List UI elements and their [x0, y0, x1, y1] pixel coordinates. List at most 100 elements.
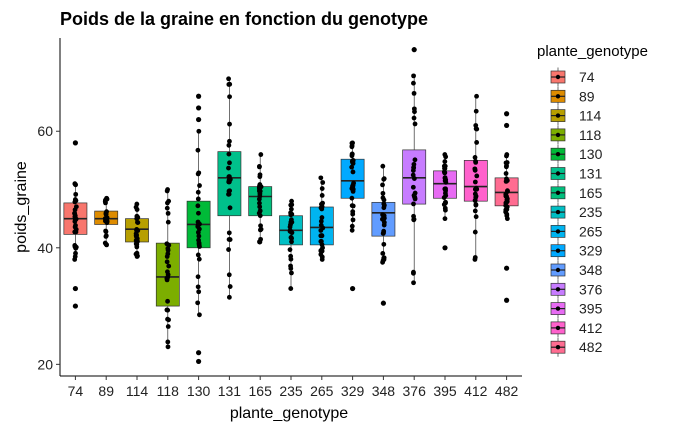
data-point	[411, 90, 417, 96]
data-point	[226, 247, 231, 252]
data-point	[164, 259, 170, 265]
data-point	[73, 227, 79, 232]
y-axis-title: poids_graine	[13, 161, 30, 253]
data-point	[474, 140, 480, 145]
data-point	[472, 229, 478, 235]
data-point	[165, 324, 171, 329]
outlier-point	[380, 300, 386, 306]
data-point	[289, 198, 294, 204]
data-point	[287, 247, 293, 253]
legend-item-376: 376	[550, 279, 603, 299]
x-tick-label: 395	[433, 383, 457, 399]
outlier-point	[72, 303, 78, 309]
data-point	[165, 298, 170, 304]
data-point	[381, 176, 387, 182]
data-point	[350, 209, 356, 215]
data-point	[318, 175, 324, 181]
data-point	[196, 256, 202, 262]
legend-label: 74	[579, 69, 595, 85]
data-point	[411, 73, 416, 79]
data-point	[473, 108, 479, 114]
legend-label: 131	[579, 166, 603, 182]
data-point	[164, 241, 170, 247]
outlier-point	[504, 122, 510, 129]
data-point	[504, 199, 510, 205]
data-point	[226, 174, 232, 180]
data-point	[134, 232, 140, 238]
outlier-point	[72, 285, 78, 292]
data-point	[195, 229, 201, 235]
legend-item-329: 329	[550, 241, 603, 261]
legend-point	[555, 152, 561, 157]
data-point	[289, 235, 294, 241]
legend-item-131: 131	[550, 164, 603, 183]
x-tick-label: 118	[157, 383, 180, 399]
data-point	[104, 242, 110, 248]
data-point	[135, 214, 141, 220]
data-point	[319, 204, 325, 210]
box-89	[94, 195, 119, 248]
data-point	[226, 165, 231, 171]
data-point	[410, 168, 416, 173]
data-point	[503, 203, 509, 209]
data-point	[257, 172, 263, 178]
data-point	[349, 203, 355, 208]
x-tick-label: 235	[279, 383, 303, 399]
data-point	[441, 202, 447, 207]
data-point	[472, 167, 478, 173]
legend-point	[555, 306, 561, 311]
x-tick-label: 89	[98, 383, 114, 399]
data-point	[473, 126, 479, 132]
data-point	[442, 216, 448, 222]
data-point	[443, 207, 448, 213]
data-point	[164, 205, 170, 211]
data-point	[197, 183, 202, 188]
data-point	[349, 227, 355, 233]
data-point	[503, 209, 509, 215]
data-point	[411, 280, 416, 286]
data-point	[289, 202, 295, 208]
legend-label: 130	[579, 146, 603, 162]
data-point	[474, 93, 479, 99]
data-point	[258, 223, 263, 229]
x-tick-label: 329	[341, 383, 365, 399]
data-point	[318, 247, 324, 253]
data-point	[319, 186, 325, 191]
data-point	[473, 202, 479, 208]
data-point	[196, 240, 202, 246]
data-point	[195, 224, 201, 229]
data-point	[381, 241, 387, 247]
legend-label: 348	[579, 262, 603, 278]
data-point	[134, 201, 140, 207]
data-point	[72, 210, 77, 216]
data-point	[257, 213, 263, 219]
data-point	[380, 182, 385, 188]
legend-item-118: 118	[550, 125, 602, 145]
data-point	[318, 218, 324, 224]
data-point	[350, 140, 355, 146]
data-point	[165, 187, 170, 192]
data-point	[165, 339, 171, 345]
data-point	[103, 200, 108, 206]
x-tick-label: 165	[249, 383, 273, 399]
outlier-point	[504, 265, 510, 271]
legend-item-412: 412	[550, 318, 603, 338]
plot-area	[63, 47, 519, 365]
legend-point	[555, 74, 561, 80]
data-point	[227, 205, 233, 211]
data-point	[411, 161, 417, 167]
x-tick-label: 348	[372, 383, 396, 399]
data-point	[504, 152, 510, 157]
data-point	[472, 208, 478, 214]
data-point	[256, 196, 262, 202]
y-tick-label: 60	[37, 123, 53, 139]
data-point	[381, 215, 387, 221]
legend-item-235: 235	[550, 202, 603, 222]
legend-label: 165	[579, 185, 603, 201]
legend-point	[555, 267, 561, 273]
data-point	[226, 294, 232, 300]
data-point	[319, 242, 325, 248]
data-point	[350, 217, 356, 223]
data-point	[227, 121, 232, 127]
x-tick-label: 482	[495, 383, 519, 399]
